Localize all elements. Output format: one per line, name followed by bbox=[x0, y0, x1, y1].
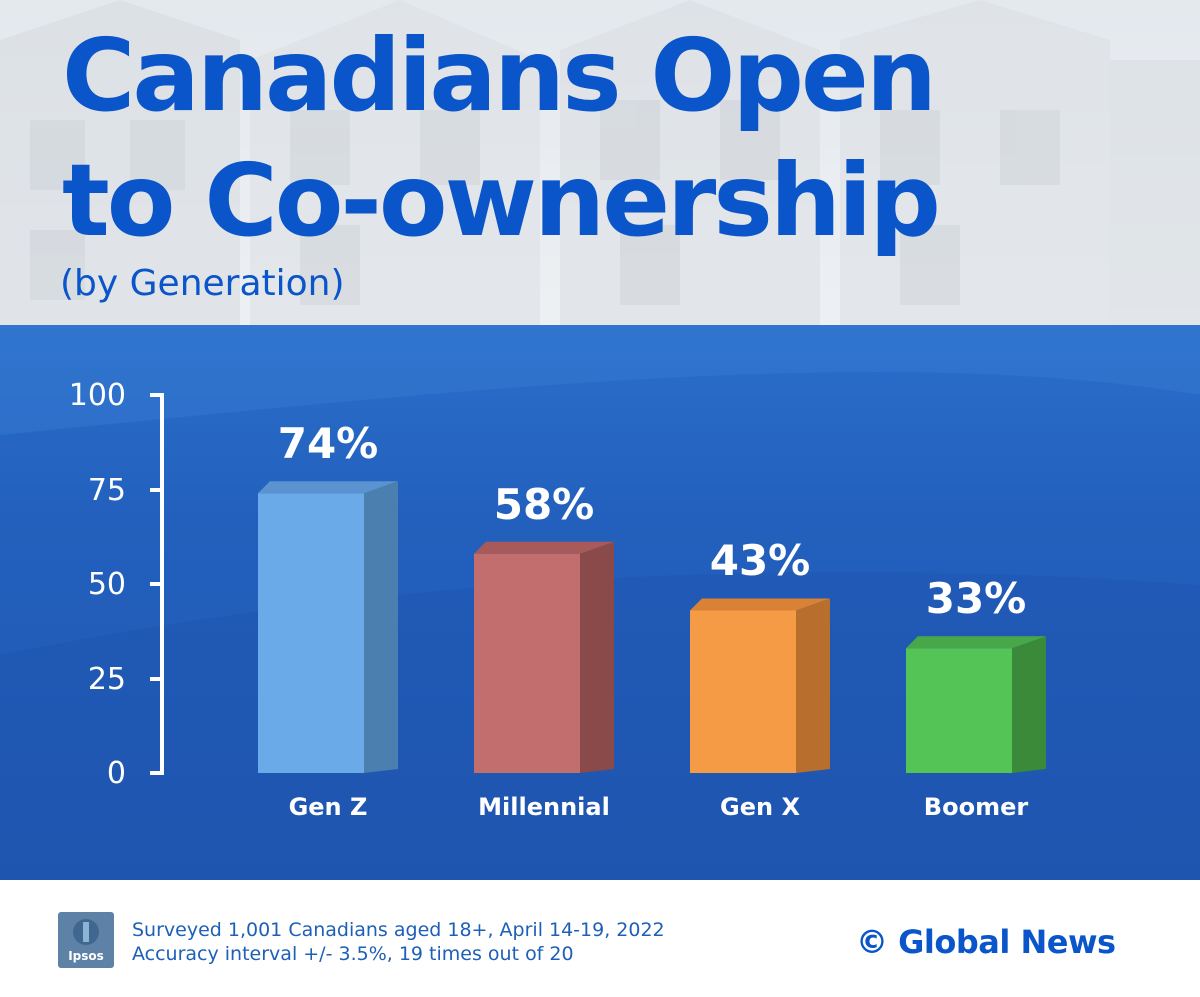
y-axis-tick bbox=[150, 393, 164, 397]
header-overlay bbox=[0, 0, 1200, 325]
bar-front bbox=[690, 610, 796, 773]
ipsos-logo: Ipsos bbox=[58, 912, 114, 968]
footer: Ipsos Surveyed 1,001 Canadians aged 18+,… bbox=[0, 880, 1200, 997]
accuracy-note: Accuracy interval +/- 3.5%, 19 times out… bbox=[132, 943, 574, 965]
bar-side bbox=[796, 598, 830, 773]
y-tick-label: 75 bbox=[87, 472, 126, 508]
x-category-label: Gen Z bbox=[288, 793, 368, 821]
y-tick-label: 50 bbox=[87, 567, 126, 602]
bar-boomer bbox=[906, 636, 1046, 773]
x-category-label: Gen X bbox=[720, 793, 800, 821]
y-tick-label: 0 bbox=[106, 756, 126, 791]
bar-top bbox=[474, 541, 614, 554]
bar-value-label: 74% bbox=[277, 419, 379, 469]
y-axis-tick bbox=[150, 676, 164, 681]
house-background bbox=[0, 0, 1200, 325]
x-category-label: Millennial bbox=[478, 793, 610, 821]
y-axis-tick bbox=[150, 582, 164, 586]
bar-front bbox=[258, 493, 364, 773]
bar-series bbox=[258, 481, 1046, 773]
bar-top bbox=[690, 598, 830, 611]
bar-side bbox=[1012, 636, 1046, 773]
survey-note: Surveyed 1,001 Canadians aged 18+, April… bbox=[132, 919, 665, 941]
bar-gen-z bbox=[258, 481, 398, 773]
x-category-label: Boomer bbox=[923, 793, 1029, 821]
bar-value-label: 58% bbox=[493, 479, 595, 529]
page-title-line-1: Canadians Open bbox=[62, 17, 937, 134]
bar-value-label: 43% bbox=[709, 536, 811, 586]
bar-side bbox=[580, 541, 614, 773]
bar-value-label: 33% bbox=[925, 574, 1027, 624]
y-axis-tick bbox=[150, 771, 164, 775]
y-tick-label: 100 bbox=[68, 378, 126, 413]
bar-side bbox=[364, 481, 398, 773]
y-tick-label: 25 bbox=[87, 661, 126, 697]
copyright-global-news: © Global News bbox=[856, 923, 1116, 961]
bar-front bbox=[906, 648, 1012, 773]
page-title-line-2: to Co-ownership bbox=[62, 142, 941, 259]
ipsos-logo-text: Ipsos bbox=[68, 949, 104, 963]
bar-top bbox=[258, 481, 398, 494]
chart-subtitle: (by Generation) bbox=[60, 263, 345, 304]
bar-millennial bbox=[474, 541, 614, 773]
bar-top bbox=[906, 636, 1046, 649]
y-axis-tick bbox=[150, 487, 164, 492]
chart-panel: 100 75 50 25 0 74% Gen Z 58% Millennial 43% Gen X… bbox=[0, 325, 1200, 880]
header-banner: Canadians Open to Co-ownership (by Gener… bbox=[0, 0, 1200, 325]
ipsos-mark-icon bbox=[73, 919, 99, 945]
bar-gen-x bbox=[690, 598, 830, 773]
bar-front bbox=[474, 553, 580, 773]
